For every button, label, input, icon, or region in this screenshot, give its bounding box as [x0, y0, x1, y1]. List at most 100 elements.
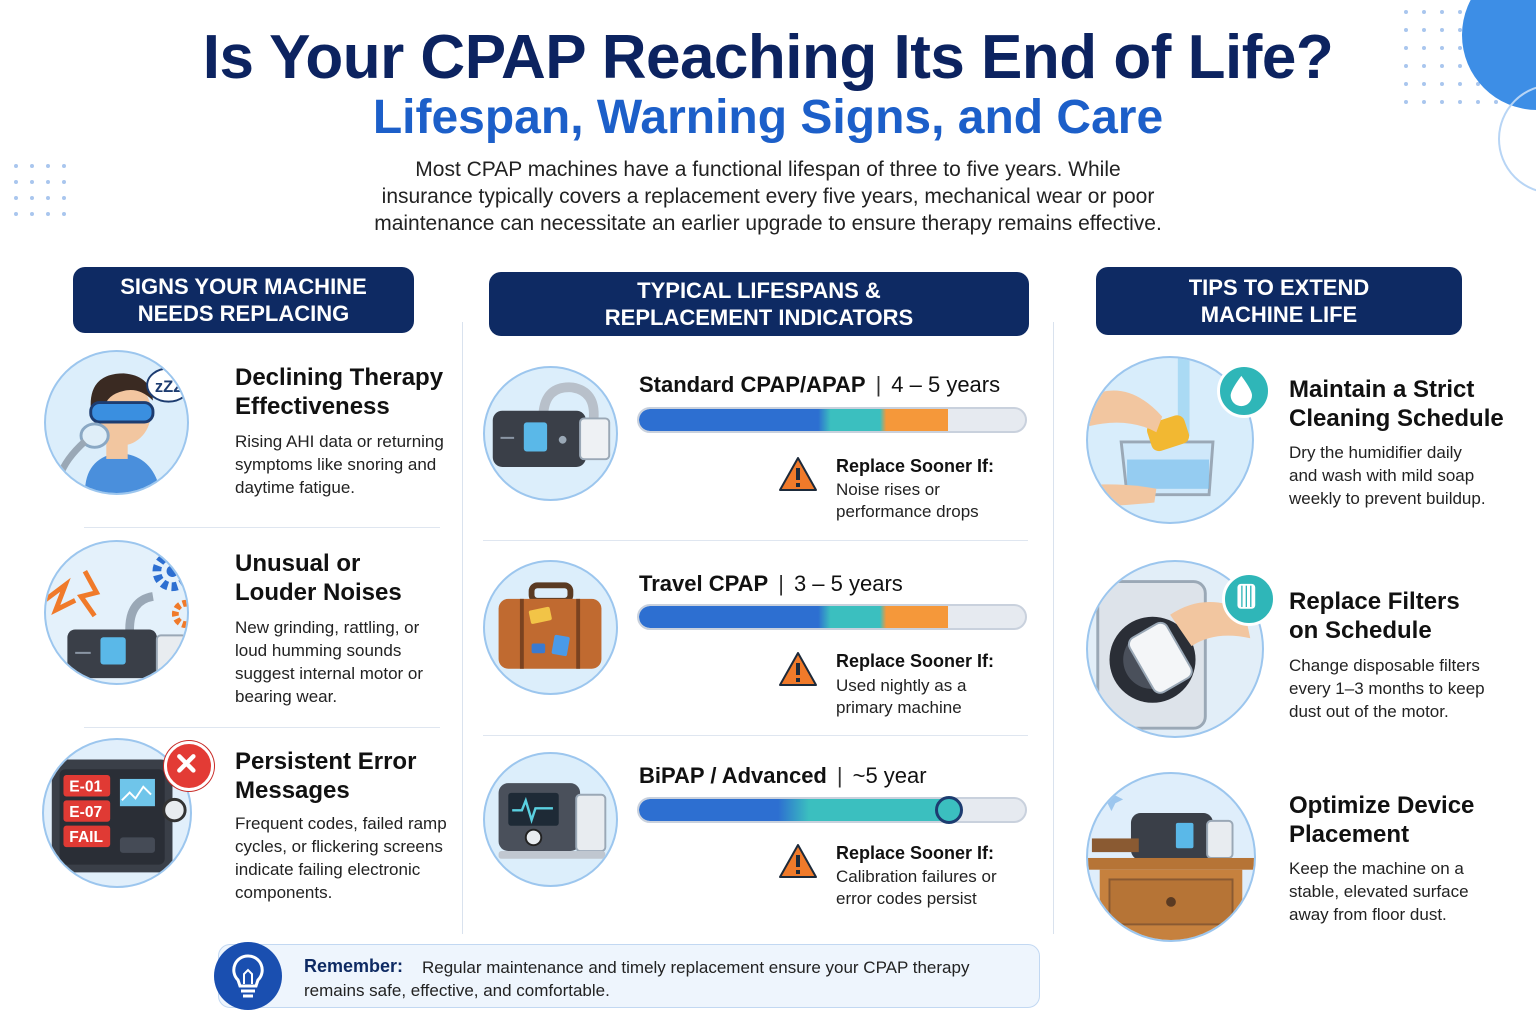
- row-divider: [483, 540, 1028, 541]
- lifespan-bar-fill: [639, 799, 948, 821]
- warning-icon: [779, 844, 817, 878]
- decorative-dot: [1440, 10, 1444, 14]
- page-subtitle: Lifespan, Warning Signs, and Care: [372, 91, 1164, 144]
- row-divider: [84, 727, 440, 728]
- lifespan-header: Standard CPAP/APAP | 4 – 5 years: [639, 372, 1001, 397]
- sign-text: New grinding, rattling, or loud humming …: [235, 618, 424, 706]
- decorative-dot: [1458, 100, 1462, 104]
- device-name: Standard CPAP/APAP: [639, 372, 866, 397]
- bipap-machine-icon: [483, 752, 618, 887]
- decorative-dot: [1458, 10, 1462, 14]
- sleep-bubble-text: zZZ: [155, 377, 183, 396]
- decorative-dot: [1494, 100, 1498, 104]
- decorative-dot: [1458, 46, 1462, 50]
- machine-on-nightstand-icon: [1086, 772, 1256, 942]
- lifespan-header: BiPAP / Advanced | ~5 year: [639, 763, 927, 788]
- replace-sooner-text: Calibration failures or error codes pers…: [836, 867, 997, 908]
- remember-banner: [218, 944, 1040, 1008]
- replace-sooner-label: Replace Sooner If:: [836, 651, 995, 671]
- sign-text: Rising AHI data or returning symptoms li…: [235, 432, 444, 497]
- decorative-dot: [30, 196, 34, 200]
- decorative-dot: [1422, 64, 1426, 68]
- decorative-dot: [30, 164, 34, 168]
- lifespan-bar: [637, 797, 1027, 823]
- decorative-dot: [1440, 82, 1444, 86]
- svg-text:E-01: E-01: [69, 779, 102, 796]
- warning-icon: [779, 457, 817, 491]
- decorative-dot: [14, 196, 18, 200]
- intro-paragraph: Most CPAP machines have a functional lif…: [374, 158, 1162, 235]
- decorative-dot: [14, 180, 18, 184]
- decorative-dot: [1422, 100, 1426, 104]
- sleeping-person-mask-icon: zZZ: [44, 350, 189, 495]
- replace-sooner-text: Used nightly as a primary machine: [836, 676, 967, 717]
- sign-title: Unusual or Louder Noises: [235, 550, 402, 606]
- remember-label: Remember:: [304, 956, 404, 976]
- decorative-dot: [30, 212, 34, 216]
- column-divider: [1053, 322, 1054, 934]
- lifespan-bar-fill: [639, 409, 948, 431]
- tip-text: Keep the machine on a stable, elevated s…: [1289, 859, 1469, 924]
- decorative-dot: [1404, 100, 1408, 104]
- tip-text: Dry the humidifier daily and wash with m…: [1289, 443, 1486, 508]
- row-divider: [483, 735, 1028, 736]
- warning-icon: [779, 652, 817, 686]
- washing-humidifier-icon: [1086, 356, 1254, 524]
- tip-text: Change disposable filters every 1–3 mont…: [1289, 656, 1485, 721]
- decorative-dot: [46, 164, 50, 168]
- tip-title: Maintain a Strict Cleaning Schedule: [1289, 376, 1504, 432]
- lifespan-range: 4 – 5 years: [891, 372, 1001, 397]
- device-name: BiPAP / Advanced: [639, 763, 827, 788]
- replace-sooner-label: Replace Sooner If:: [836, 843, 995, 863]
- decorative-dot: [1404, 82, 1408, 86]
- column-divider: [462, 322, 463, 934]
- decorative-dot: [1440, 64, 1444, 68]
- replace-sooner-text: Noise rises or performance drops: [836, 480, 979, 521]
- suitcase-icon: [483, 560, 618, 695]
- decorative-dot: [1440, 100, 1444, 104]
- svg-text:FAIL: FAIL: [69, 829, 103, 846]
- remember-text: Regular maintenance and timely replaceme…: [304, 958, 970, 1000]
- decorative-dot: [1404, 64, 1408, 68]
- decorative-dot: [1404, 28, 1408, 32]
- tip-title: Optimize Device Placement: [1289, 792, 1475, 848]
- decorative-dot: [62, 164, 66, 168]
- decorative-dot: [14, 212, 18, 216]
- decorative-dot: [1422, 82, 1426, 86]
- page-title: Is Your CPAP Reaching Its End of Life?: [202, 23, 1334, 92]
- noisy-machine-gears-icon: [44, 540, 189, 685]
- lifespan-range: 3 – 5 years: [793, 571, 903, 596]
- decorative-dot: [1440, 46, 1444, 50]
- lifespans-heading: TYPICAL LIFESPANS & REPLACEMENT INDICATO…: [489, 272, 1029, 336]
- decorative-dot: [46, 212, 50, 216]
- decorative-dot: [1422, 46, 1426, 50]
- decorative-dot: [1440, 28, 1444, 32]
- decorative-dot: [1422, 28, 1426, 32]
- replace-sooner-label: Replace Sooner If:: [836, 456, 995, 476]
- error-x-icon: [164, 741, 214, 791]
- decorative-dot: [1476, 82, 1480, 86]
- decorative-dot: [1458, 28, 1462, 32]
- device-name: Travel CPAP: [639, 571, 769, 596]
- svg-text:E-07: E-07: [69, 804, 102, 821]
- tip-title: Replace Filters on Schedule: [1289, 588, 1460, 644]
- decorative-dot: [62, 180, 66, 184]
- decorative-dots-left: [14, 164, 66, 216]
- decorative-dot: [46, 180, 50, 184]
- sign-title: Declining Therapy Effectiveness: [235, 364, 444, 420]
- sign-title: Persistent Error Messages: [235, 748, 417, 804]
- decorative-dot: [14, 164, 18, 168]
- lifespan-bar-fill: [639, 606, 948, 628]
- decorative-dot: [46, 196, 50, 200]
- decorative-dot: [62, 212, 66, 216]
- decorative-dot: [30, 180, 34, 184]
- lightbulb-icon: [214, 942, 282, 1010]
- standard-cpap-icon: [483, 366, 618, 501]
- lifespan-bar: [637, 604, 1027, 630]
- tips-heading: TIPS TO EXTEND MACHINE LIFE: [1096, 267, 1462, 335]
- decorative-dot: [1422, 10, 1426, 14]
- row-divider: [84, 527, 440, 528]
- decorative-dot: [1404, 10, 1408, 14]
- decorative-dot: [1404, 46, 1408, 50]
- lifespan-range: ~5 year: [852, 763, 927, 788]
